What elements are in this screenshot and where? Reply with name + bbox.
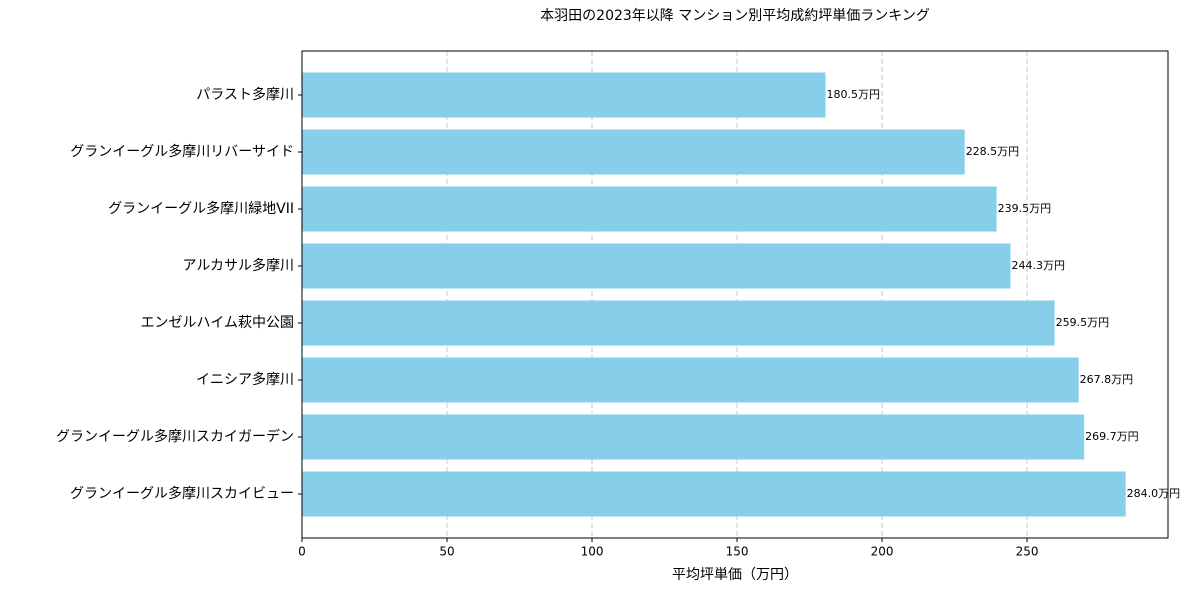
x-tick-label: 250 bbox=[1016, 545, 1039, 559]
bar bbox=[302, 471, 1126, 517]
value-label: 228.5万円 bbox=[966, 145, 1020, 158]
value-label: 259.5万円 bbox=[1056, 316, 1110, 329]
x-axis-label: 平均坪単価（万円） bbox=[672, 567, 798, 583]
y-tick-label: グランイーグル多摩川リバーサイド bbox=[70, 143, 294, 160]
x-tick-label: 100 bbox=[581, 545, 604, 559]
x-tick-label: 50 bbox=[439, 545, 454, 559]
y-tick-label: アルカサル多摩川 bbox=[183, 257, 294, 274]
x-tick-label: 150 bbox=[726, 545, 749, 559]
x-tick-label: 200 bbox=[871, 545, 894, 559]
value-label: 239.5万円 bbox=[998, 202, 1052, 215]
value-label: 267.8万円 bbox=[1080, 373, 1134, 386]
value-label: 269.7万円 bbox=[1085, 430, 1139, 443]
chart-title: 本羽田の2023年以降 マンション別平均成約坪単価ランキング bbox=[540, 8, 930, 24]
bar bbox=[302, 129, 965, 175]
value-label: 284.0万円 bbox=[1127, 487, 1181, 500]
bar bbox=[302, 72, 826, 118]
bar bbox=[302, 186, 997, 232]
value-label: 180.5万円 bbox=[826, 88, 880, 101]
y-tick-label: パラスト多摩川 bbox=[196, 86, 294, 103]
y-tick-label: エンゼルハイム萩中公園 bbox=[141, 315, 294, 331]
bar bbox=[302, 243, 1011, 289]
bar bbox=[302, 357, 1079, 403]
y-tick-label: グランイーグル多摩川緑地VII bbox=[108, 200, 294, 217]
value-label: 244.3万円 bbox=[1012, 259, 1065, 272]
bar bbox=[302, 414, 1085, 460]
x-tick-label: 0 bbox=[298, 545, 306, 559]
y-tick-label: イニシア多摩川 bbox=[196, 371, 294, 388]
y-tick-label: グランイーグル多摩川スカイガーデン bbox=[56, 428, 294, 445]
y-tick-label: グランイーグル多摩川スカイビュー bbox=[70, 485, 294, 502]
plot-frame bbox=[301, 50, 1169, 539]
bar bbox=[302, 300, 1055, 346]
